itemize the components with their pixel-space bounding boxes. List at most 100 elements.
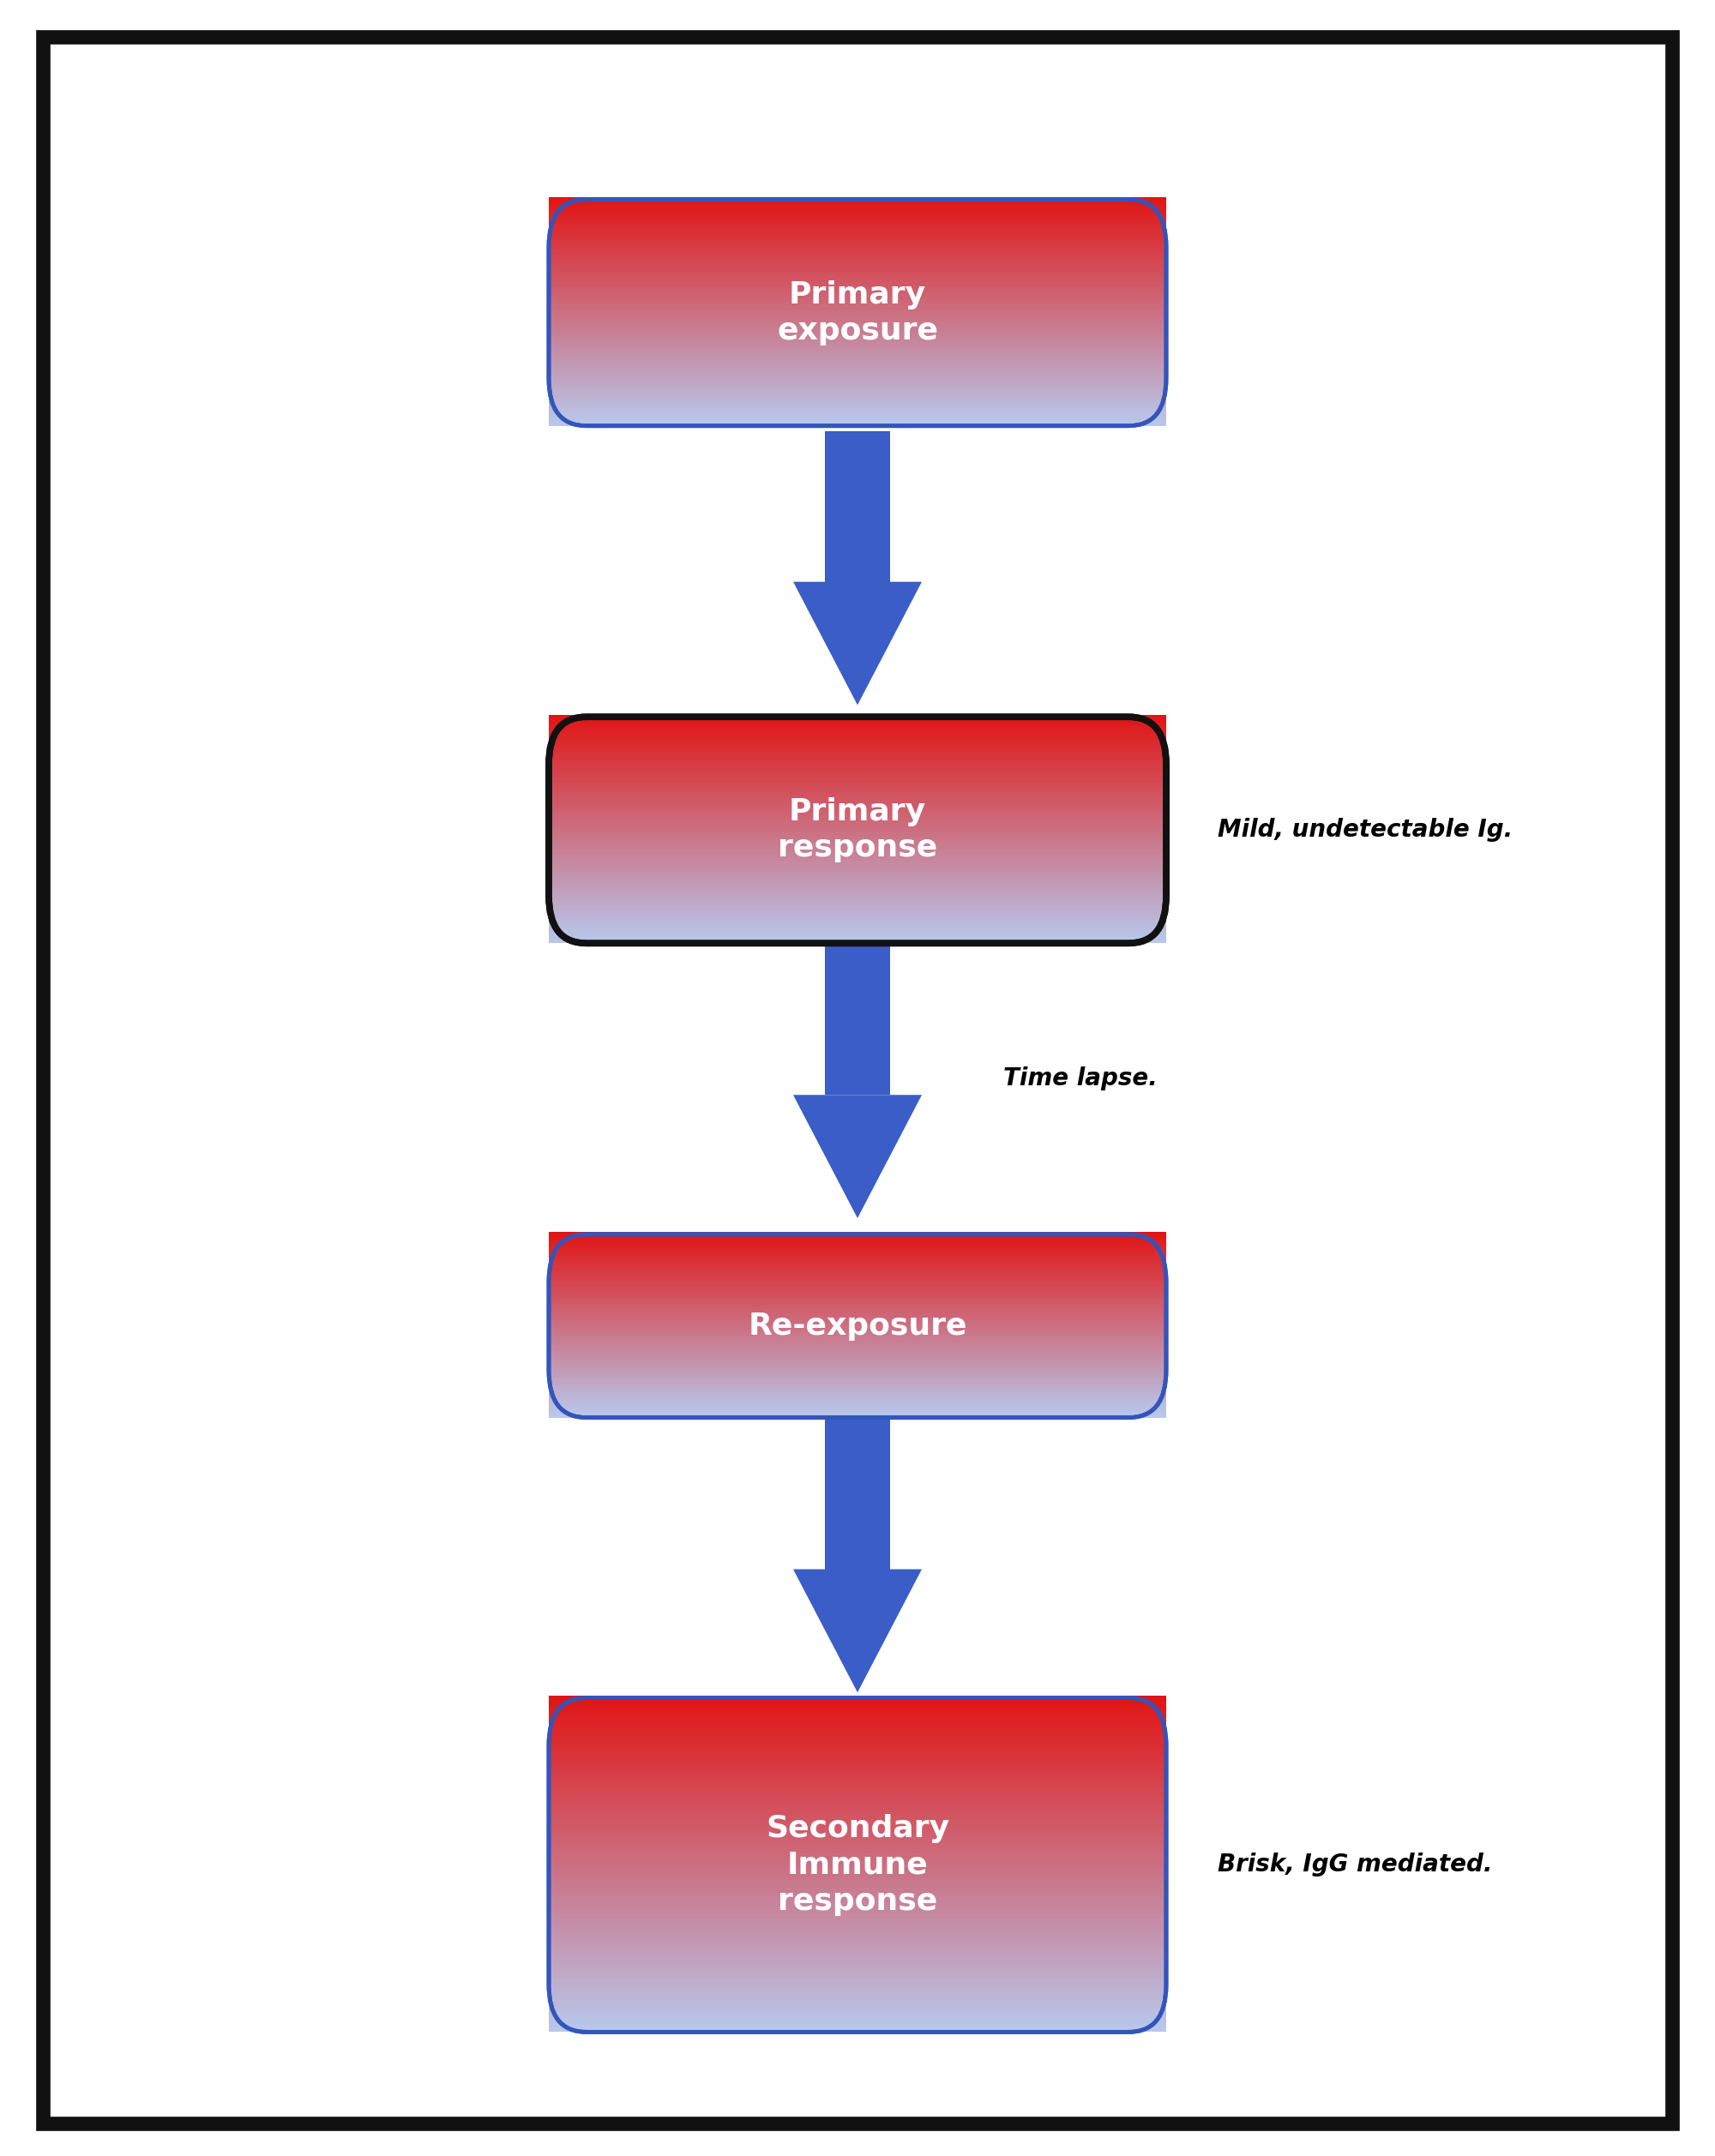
Bar [549, 338, 1166, 341]
Bar [549, 282, 1166, 285]
Bar [549, 1768, 1166, 1772]
Bar [549, 319, 1166, 323]
Bar [549, 1259, 1166, 1261]
Bar [549, 1231, 1166, 1235]
Bar [549, 252, 1166, 257]
Bar [549, 1330, 1166, 1335]
Bar [549, 392, 1166, 395]
Bar [549, 1755, 1166, 1759]
Bar [549, 343, 1166, 347]
Bar [549, 862, 1166, 865]
Bar [549, 830, 1166, 834]
Bar [549, 319, 1166, 321]
Bar [549, 918, 1166, 923]
Bar [549, 1322, 1166, 1326]
Bar [549, 1992, 1166, 1996]
Bar [549, 403, 1166, 405]
Bar [549, 1263, 1166, 1268]
Bar [549, 1401, 1166, 1404]
Bar [549, 1962, 1166, 1966]
Bar [549, 1367, 1166, 1369]
Bar [549, 1281, 1166, 1283]
Bar [549, 890, 1166, 893]
Bar [549, 813, 1166, 815]
Bar [549, 1257, 1166, 1261]
Bar [549, 1350, 1166, 1352]
Bar [549, 1386, 1166, 1388]
Bar [549, 1697, 1166, 1701]
Bar [549, 1828, 1166, 1830]
Bar [549, 1889, 1166, 1893]
Bar [549, 1708, 1166, 1712]
Bar [549, 1393, 1166, 1397]
Bar [549, 386, 1166, 390]
Bar [549, 1994, 1166, 1999]
Bar [549, 1984, 1166, 1988]
Bar [549, 1337, 1166, 1341]
Bar [549, 1363, 1166, 1365]
Bar [549, 1990, 1166, 1994]
Bar [549, 849, 1166, 852]
Bar [549, 1294, 1166, 1298]
Bar [549, 776, 1166, 780]
Bar [549, 410, 1166, 414]
Bar [549, 1311, 1166, 1315]
Bar [549, 2003, 1166, 2007]
Bar [549, 765, 1166, 770]
Bar [549, 1714, 1166, 1718]
Bar [549, 237, 1166, 241]
Bar [549, 890, 1166, 893]
Bar [549, 261, 1166, 263]
Bar [549, 270, 1166, 274]
Bar [549, 768, 1166, 772]
Bar [549, 821, 1166, 824]
Bar [549, 414, 1166, 416]
Bar [549, 1287, 1166, 1291]
Bar [549, 1296, 1166, 1298]
Bar [549, 768, 1166, 770]
Bar [549, 1384, 1166, 1388]
Bar [549, 1289, 1166, 1291]
Bar [549, 222, 1166, 226]
Bar [549, 1940, 1166, 1943]
Bar [549, 1380, 1166, 1382]
Bar [549, 1363, 1166, 1367]
Bar [549, 824, 1166, 828]
Bar [549, 1977, 1166, 1979]
Bar [549, 1740, 1166, 1742]
Bar [549, 2024, 1166, 2029]
Bar [549, 1360, 1166, 1365]
Bar [549, 285, 1166, 289]
Bar [549, 203, 1166, 205]
Bar [549, 392, 1166, 395]
Bar [549, 203, 1166, 207]
Bar [549, 1408, 1166, 1412]
Bar [549, 1703, 1166, 1708]
Bar [549, 1317, 1166, 1319]
Bar [549, 371, 1166, 375]
Bar [549, 293, 1166, 298]
Bar [549, 213, 1166, 216]
Bar [549, 757, 1166, 761]
Bar [549, 871, 1166, 873]
Bar [549, 1261, 1166, 1266]
Bar [549, 720, 1166, 722]
Bar [549, 875, 1166, 877]
Bar [549, 724, 1166, 729]
Bar [549, 390, 1166, 392]
Bar [549, 226, 1166, 231]
Bar [549, 727, 1166, 729]
Bar [549, 921, 1166, 923]
Bar [549, 1298, 1166, 1302]
Bar [549, 1294, 1166, 1296]
Bar [549, 1986, 1166, 1988]
Bar [549, 1274, 1166, 1276]
Bar [549, 1408, 1166, 1410]
Bar [549, 343, 1166, 345]
Bar [549, 1240, 1166, 1244]
Bar [549, 1703, 1166, 1708]
Bar [549, 1373, 1166, 1378]
Bar [549, 1272, 1166, 1274]
Bar [549, 1805, 1166, 1809]
Bar [549, 388, 1166, 390]
